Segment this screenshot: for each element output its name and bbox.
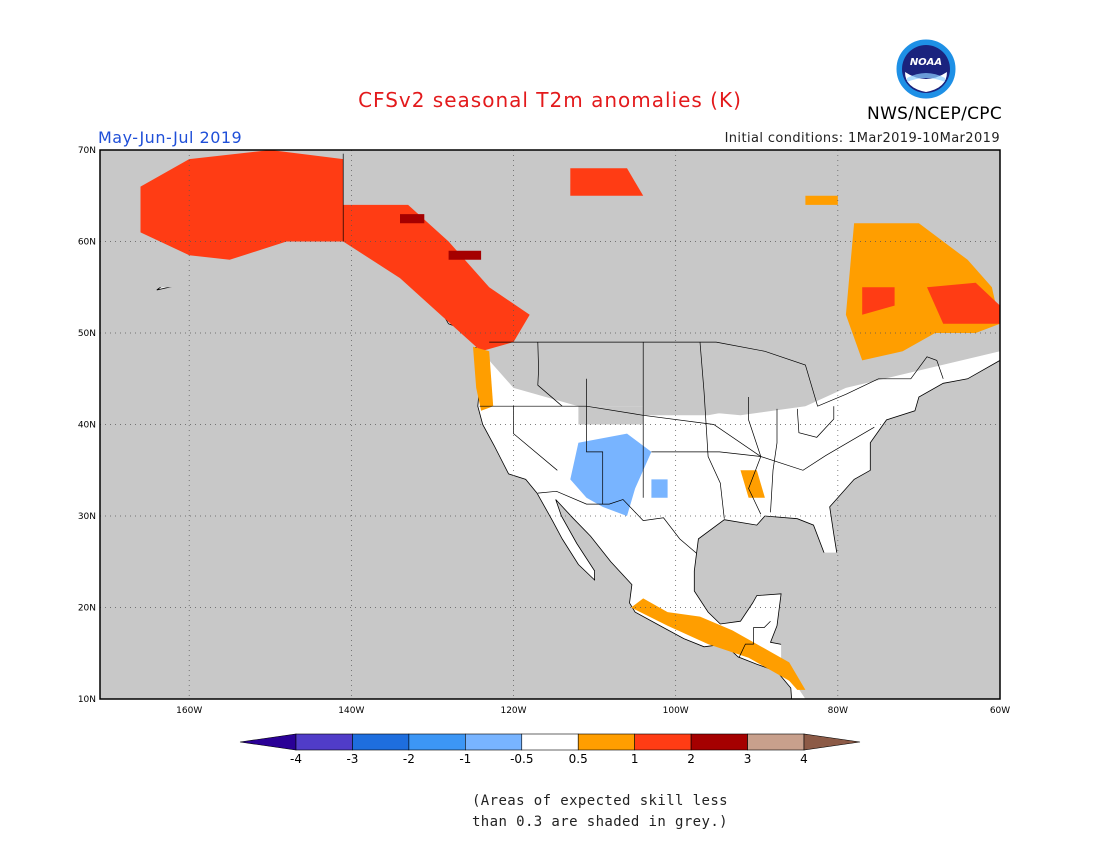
gridlines [100, 150, 1000, 699]
anomaly-region-southwest-cool-2 [651, 479, 668, 498]
low-skill-area [781, 552, 1000, 699]
anomaly-region-southwest-cool [570, 433, 652, 516]
lat-tick-label: 10N [78, 695, 96, 705]
agency-label: NWS/NCEP/CPC [867, 104, 1002, 124]
lat-tick-label: 20N [78, 604, 96, 614]
low-skill-area [578, 406, 644, 425]
anomaly-region-quebec-warm [862, 287, 895, 315]
colorbar-swatch [577, 733, 635, 751]
lat-tick-label: 40N [78, 421, 96, 431]
boundary-line [479, 405, 875, 471]
anomaly-region-pacific-coast-moderate [473, 346, 494, 411]
latitude-labels: 10N 20N 30N 40N 50N 60N 70N [78, 146, 96, 705]
anomaly-region-alaska-panhandle-bc-warm [343, 204, 530, 352]
colorbar-swatch [747, 733, 805, 751]
boundary-line [770, 408, 778, 513]
initial-conditions-label: Initial conditions: 1Mar2019-10Mar2019 [724, 131, 1000, 146]
colorbar-label: -1 [459, 752, 471, 766]
lon-tick-label: 160W [176, 706, 202, 716]
colorbar-label: -0.5 [510, 752, 533, 766]
colorbar-swatch [521, 733, 579, 751]
lat-tick-label: 50N [78, 329, 96, 339]
boundary-line [537, 342, 563, 407]
anomaly-region-nunavut-warm [570, 168, 644, 196]
boundary-line [738, 620, 771, 658]
map-frame [99, 149, 1001, 700]
colorbar-swatch [465, 733, 523, 751]
lon-tick-label: 80W [828, 706, 848, 716]
colorbar-label: 3 [744, 752, 752, 766]
skill-note: (Areas of expected skill less than 0.3 a… [440, 791, 760, 833]
colorbar-label: 1 [631, 752, 639, 766]
noaa-logo: NOAA [895, 38, 957, 100]
colorbar-label: 0.5 [569, 752, 588, 766]
season-label: May-Jun-Jul 2019 [98, 128, 243, 147]
lon-tick-label: 120W [500, 706, 526, 716]
colorbar-label: -3 [346, 752, 358, 766]
anomaly-region-bc-strong-warm [400, 214, 425, 224]
lon-tick-label: 60W [990, 706, 1010, 716]
anomaly-region-quebec-labrador-moderate [845, 223, 1000, 361]
skill-note-line1: (Areas of expected skill less [471, 793, 729, 809]
boundary-line [748, 397, 762, 515]
boundary-line [537, 490, 698, 554]
boundary-line [796, 406, 835, 438]
map-title: CFSv2 seasonal T2m anomalies (K) [358, 88, 742, 112]
boundaries-layer [342, 153, 944, 658]
colorbar-label: 2 [687, 752, 695, 766]
anomaly-region-baffin-moderate [805, 195, 838, 205]
anomaly-region-labrador-warm [927, 282, 1000, 324]
anomaly-layer [100, 150, 1000, 699]
lon-tick-label: 140W [338, 706, 364, 716]
anomaly-region-lower-mississippi-moderate [740, 470, 765, 498]
lon-tick-label: 100W [663, 706, 689, 716]
colorbar-label: -4 [290, 752, 302, 766]
colorbar-swatch [634, 733, 692, 751]
noaa-logo-text: NOAA [910, 57, 942, 68]
longitude-labels: 160W 140W 120W 100W 80W 60W [176, 706, 1010, 716]
lat-tick-label: 70N [78, 146, 96, 156]
colorbar-swatch [408, 733, 466, 751]
skill-note-line2: than 0.3 are shaded in grey.) [471, 814, 729, 830]
lat-tick-label: 60N [78, 238, 96, 248]
colorbar-label: -2 [403, 752, 415, 766]
boundary-line [699, 342, 725, 519]
anomaly-region-alaska-warm [140, 150, 344, 260]
colorbar: -4 -3 -2 -1 -0.5 0.5 1 2 3 4 [239, 733, 861, 766]
colorbar-swatch [295, 733, 353, 751]
anomaly-region-bc-strong-warm-2 [448, 250, 482, 260]
lat-tick-label: 30N [78, 512, 96, 522]
boundary-line [586, 378, 604, 505]
anomaly-region-mexico-moderate [631, 598, 806, 690]
colorbar-label: 4 [800, 752, 808, 766]
colorbar-swatch [239, 733, 297, 751]
colorbar-swatch [690, 733, 748, 751]
boundary-line [489, 341, 944, 407]
boundary-line [651, 451, 761, 457]
colorbar-swatch [352, 733, 410, 751]
colorbar-swatch [803, 733, 861, 751]
low-skill-area [643, 342, 822, 416]
